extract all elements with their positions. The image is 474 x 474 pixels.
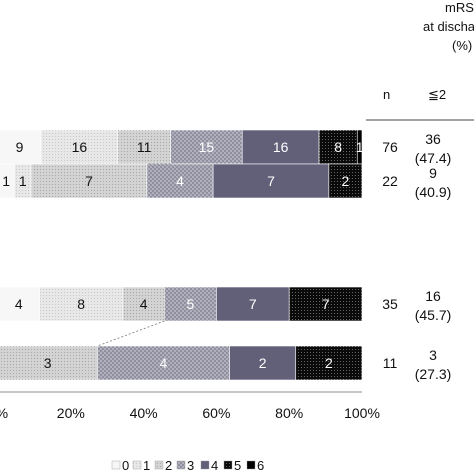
bar-label-row4-seg3: 2	[259, 355, 267, 371]
legend-label-4: 4	[211, 458, 218, 473]
title-line-3: (%)	[452, 38, 472, 53]
x-tick-label-60: 60%	[202, 405, 230, 421]
legend-swatch-6	[246, 460, 256, 470]
bar-row2-seg6	[328, 163, 363, 199]
connector-bottom	[97, 320, 165, 347]
bar-row1-seg4	[170, 129, 243, 165]
x-tick-label-0: 0%	[0, 405, 8, 421]
n-value-row3: 35	[382, 296, 398, 312]
le2-count-row4: 3	[429, 347, 437, 363]
legend-label-2: 2	[165, 458, 172, 473]
legend-label-1: 1	[143, 458, 150, 473]
bar-label-row4-seg1: 3	[44, 355, 52, 371]
bars-group: 9 16 11 15 16 8 11 1 7 4 7 24 8 4 5 7 73 4 2 2	[0, 129, 364, 381]
legend-swatch-4	[200, 460, 210, 470]
bar-row4-seg1	[0, 345, 98, 381]
column-header-n: n	[383, 87, 390, 102]
x-tick-label-20: 20%	[57, 405, 85, 421]
le2-count-row1: 36	[425, 131, 441, 147]
le2-pct-row4: (27.3)	[415, 366, 452, 382]
bar-label-row1-seg2: 16	[72, 139, 88, 155]
bar-label-row3-seg6: 7	[322, 296, 330, 312]
bar-row3-seg1	[0, 286, 40, 322]
bar-label-row3-seg1: 4	[15, 296, 23, 312]
bar-label-row3-seg4: 5	[186, 296, 194, 312]
le2-pct-row1: (47.4)	[415, 150, 452, 166]
bar-label-row2-seg4: 4	[176, 173, 184, 189]
x-tick-label-80: 80%	[275, 405, 303, 421]
le2-count-row3: 16	[425, 288, 441, 304]
bar-label-row1-seg3: 11	[137, 139, 152, 155]
bar-label-row3-seg3: 4	[140, 296, 148, 312]
legend-label-3: 3	[187, 458, 194, 473]
bar-row3-seg5	[216, 286, 290, 322]
title-line-1: mRS	[445, 0, 474, 15]
legend-label-5: 5	[234, 458, 241, 473]
legend-label-6: 6	[257, 458, 264, 473]
bar-label-row1-seg5: 16	[273, 139, 289, 155]
bar-row3-seg2	[39, 286, 124, 322]
bar-label-row2-seg6: 2	[342, 173, 350, 189]
bar-row1-seg1	[0, 129, 42, 165]
x-tick-label-100: 100%	[344, 405, 380, 421]
le2-count-row2: 9	[429, 165, 437, 181]
column-header-le2: ≦2	[428, 87, 446, 102]
bar-row1-seg2	[40, 129, 119, 165]
le2-pct-row2: (40.9)	[415, 184, 452, 200]
bar-row4-seg4	[295, 345, 363, 381]
bar-row1-seg5	[241, 129, 320, 165]
legend-swatch-5	[223, 460, 233, 470]
legend-swatch-3	[176, 460, 186, 470]
bar-label-row4-seg2: 4	[160, 355, 168, 371]
bar-label-row2-seg1: 1	[2, 173, 10, 189]
bar-row4-seg3	[229, 345, 297, 381]
n-value-row1: 76	[382, 139, 398, 155]
right-values: 76 36 (47.4) 22 9 (40.9) 35 16 (45.7) 11 3 (27.3)	[382, 131, 451, 382]
bar-row1-seg6	[318, 129, 358, 165]
bar-row3-seg6	[288, 286, 363, 322]
bar-label-row3-seg2: 8	[77, 296, 85, 312]
bar-row2-seg5	[212, 163, 330, 199]
n-value-row2: 22	[382, 173, 398, 189]
legend-swatch-0	[111, 460, 121, 470]
bar-label-row2-seg3: 7	[85, 173, 93, 189]
bar-label-row4-seg4: 2	[325, 355, 333, 371]
legend-swatch-1	[132, 460, 142, 470]
le2-pct-row3: (45.7)	[415, 307, 452, 323]
bar-row3-seg3	[122, 286, 165, 322]
bar-label-row2-seg2: 1	[19, 173, 27, 189]
bar-label-row1-seg4: 15	[199, 139, 215, 155]
bar-label-row2-seg5: 7	[267, 173, 275, 189]
x-axis: 0% 20% 40% 60% 80% 100%	[0, 391, 380, 421]
bar-label-row1-seg6: 8	[334, 139, 342, 155]
legend-swatch-2	[154, 460, 164, 470]
bar-row3-seg4	[164, 286, 217, 322]
legend-label-0: 0	[122, 458, 129, 473]
bar-label-row3-seg5: 7	[249, 296, 257, 312]
title-line-2: at discharge	[423, 19, 474, 34]
n-value-row4: 11	[383, 355, 398, 371]
x-tick-label-40: 40%	[130, 405, 158, 421]
bar-label-row1-seg1: 9	[16, 139, 24, 155]
bar-label-row1-seg7: 1	[356, 139, 364, 155]
